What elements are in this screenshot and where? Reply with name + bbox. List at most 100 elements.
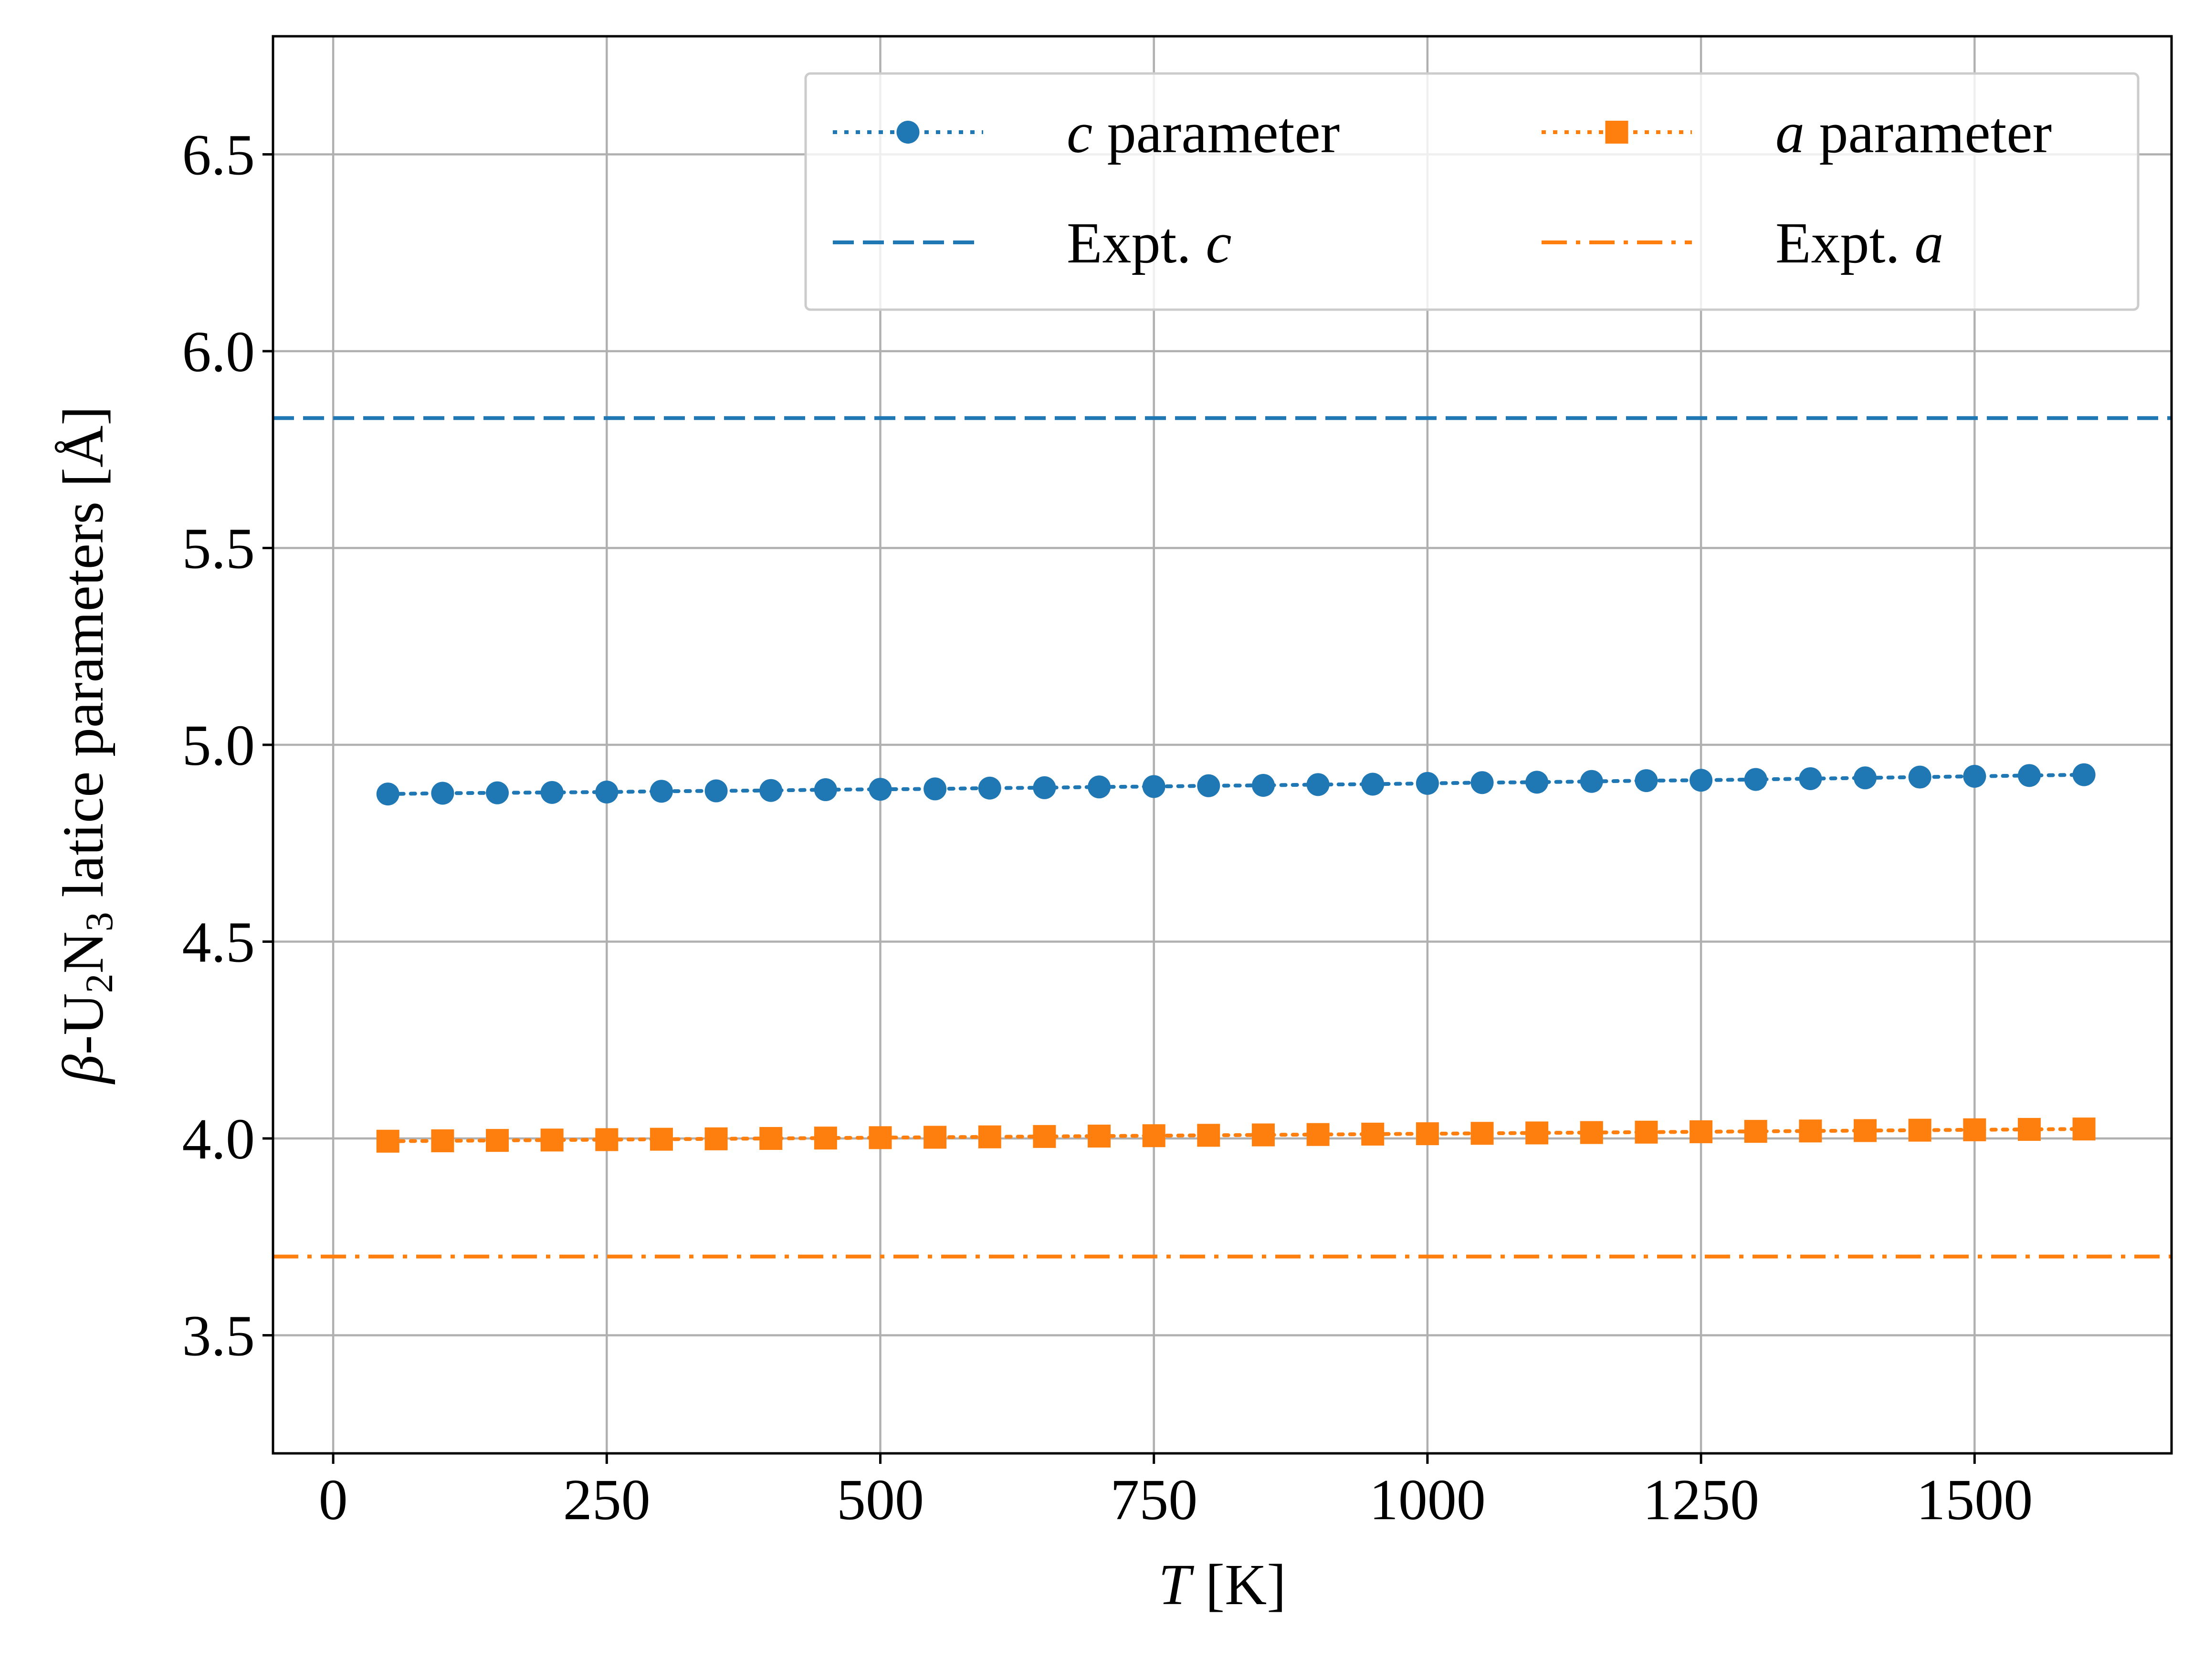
data-point-a <box>1088 1125 1111 1148</box>
data-point-c <box>924 777 947 801</box>
data-point-a <box>595 1128 619 1151</box>
data-point-a <box>1580 1121 1603 1144</box>
data-point-c <box>1142 775 1165 798</box>
data-point-c <box>1361 772 1385 796</box>
legend-label-expt-c-symbol: c <box>1206 211 1231 275</box>
data-point-c <box>1854 766 1877 790</box>
data-point-c <box>1088 775 1111 799</box>
data-point-a <box>540 1128 564 1152</box>
data-series <box>376 763 2096 1153</box>
data-point-c <box>1744 768 1767 791</box>
data-point-c <box>1197 774 1220 797</box>
data-point-a <box>1690 1120 1713 1143</box>
data-point-c <box>1635 769 1658 793</box>
data-point-a <box>1908 1118 1931 1142</box>
data-point-c <box>1963 765 1986 788</box>
data-point-a <box>1361 1122 1385 1146</box>
data-point-a <box>376 1129 399 1153</box>
legend-label-c-parameter: c parameter <box>1067 101 1340 165</box>
y-axis-ticks: 3.5 4.0 4.5 5.0 5.5 6.0 6.5 <box>182 123 273 1368</box>
y-tick-label: 4.0 <box>182 1107 255 1171</box>
data-point-a <box>1799 1119 1822 1143</box>
data-point-a <box>1416 1122 1439 1146</box>
x-tick-label: 1500 <box>1916 1468 2033 1532</box>
data-point-c <box>1306 773 1330 796</box>
legend-label-expt-a-text: Expt. <box>1775 211 1914 275</box>
data-point-a <box>869 1126 892 1149</box>
data-point-c <box>1525 771 1549 794</box>
x-tick-label: 500 <box>837 1468 924 1532</box>
legend-label-c-symbol: c <box>1067 101 1092 165</box>
y-axis-label-n: N <box>51 931 115 973</box>
y-tick-label: 4.5 <box>182 910 255 975</box>
data-point-c <box>1580 770 1603 793</box>
data-point-c <box>1799 767 1822 790</box>
data-point-c <box>869 778 892 801</box>
y-axis-label-rest: latice parameters [Å] <box>51 406 115 912</box>
data-point-c <box>431 782 454 805</box>
data-point-c <box>1690 769 1713 792</box>
legend-label-expt-c: Expt. c <box>1067 211 1232 275</box>
y-axis-label-u: -U <box>51 993 115 1054</box>
data-point-c <box>759 779 783 802</box>
x-tick-label: 0 <box>319 1468 348 1532</box>
legend-label-expt-a-symbol: a <box>1914 211 1943 275</box>
y-axis-label: β-U2N3 latice parameters [Å] <box>51 406 121 1085</box>
y-axis-label-sub-2: 2 <box>77 973 121 993</box>
x-tick-label: 750 <box>1110 1468 1197 1532</box>
data-point-a <box>1142 1124 1165 1148</box>
data-point-c <box>650 780 673 803</box>
legend-swatch-marker <box>1605 121 1628 144</box>
legend-entry-expt-a: Expt. a <box>1542 211 1943 275</box>
data-point-a <box>704 1127 728 1150</box>
x-tick-label: 250 <box>563 1468 651 1532</box>
data-point-c <box>595 781 619 803</box>
data-point-a <box>2072 1117 2096 1141</box>
legend-box <box>804 72 2140 311</box>
data-point-a <box>486 1129 509 1152</box>
data-point-c <box>814 778 837 802</box>
data-point-c <box>1470 771 1494 794</box>
data-point-a <box>759 1127 783 1150</box>
reference-lines <box>273 416 2172 1259</box>
x-tick-label: 1250 <box>1643 1468 1759 1532</box>
series-c-parameter <box>376 763 2096 806</box>
data-point-a <box>1963 1118 1986 1141</box>
legend-label-c-rest: parameter <box>1092 101 1340 165</box>
legend-swatch-marker <box>896 121 920 144</box>
data-point-c <box>376 783 399 806</box>
y-tick-label: 3.5 <box>182 1304 255 1368</box>
legend-entry-a-parameter: a parameter <box>1542 101 2052 165</box>
data-point-a <box>1744 1120 1767 1143</box>
legend-label-a-rest: parameter <box>1805 101 2052 165</box>
data-point-a <box>1635 1120 1658 1144</box>
data-point-c <box>1416 772 1439 795</box>
data-point-a <box>1525 1121 1549 1145</box>
legend-label-a-parameter: a parameter <box>1775 101 2052 165</box>
x-tick-label: 1000 <box>1369 1468 1486 1532</box>
y-axis-label-sub-3: 3 <box>77 912 121 931</box>
data-point-a <box>1854 1119 1877 1142</box>
y-axis-label-beta: β <box>51 1054 115 1085</box>
data-point-c <box>540 781 564 804</box>
data-point-a <box>978 1125 1001 1148</box>
data-point-a <box>1470 1122 1494 1145</box>
x-axis-ticks: 0 250 500 750 1000 1250 1500 <box>319 1453 2033 1532</box>
data-point-a <box>1197 1124 1220 1147</box>
legend-label-expt-a: Expt. a <box>1775 211 1943 275</box>
legend: c parameter a parameter Expt. c Expt. a <box>804 72 2140 311</box>
data-point-c <box>978 776 1001 800</box>
data-point-c <box>2017 764 2041 787</box>
data-point-c <box>1033 776 1056 799</box>
data-point-a <box>650 1127 673 1151</box>
data-point-a <box>814 1127 837 1150</box>
data-point-c <box>1251 773 1275 797</box>
y-tick-label: 5.0 <box>182 713 255 778</box>
legend-entry-expt-c: Expt. c <box>833 211 1232 275</box>
data-point-a <box>2017 1118 2041 1141</box>
y-tick-label: 6.0 <box>182 320 255 384</box>
x-axis-label: T [K] <box>1158 1553 1286 1617</box>
legend-entry-c-parameter: c parameter <box>833 101 1340 165</box>
series-a-parameter <box>376 1117 2096 1153</box>
